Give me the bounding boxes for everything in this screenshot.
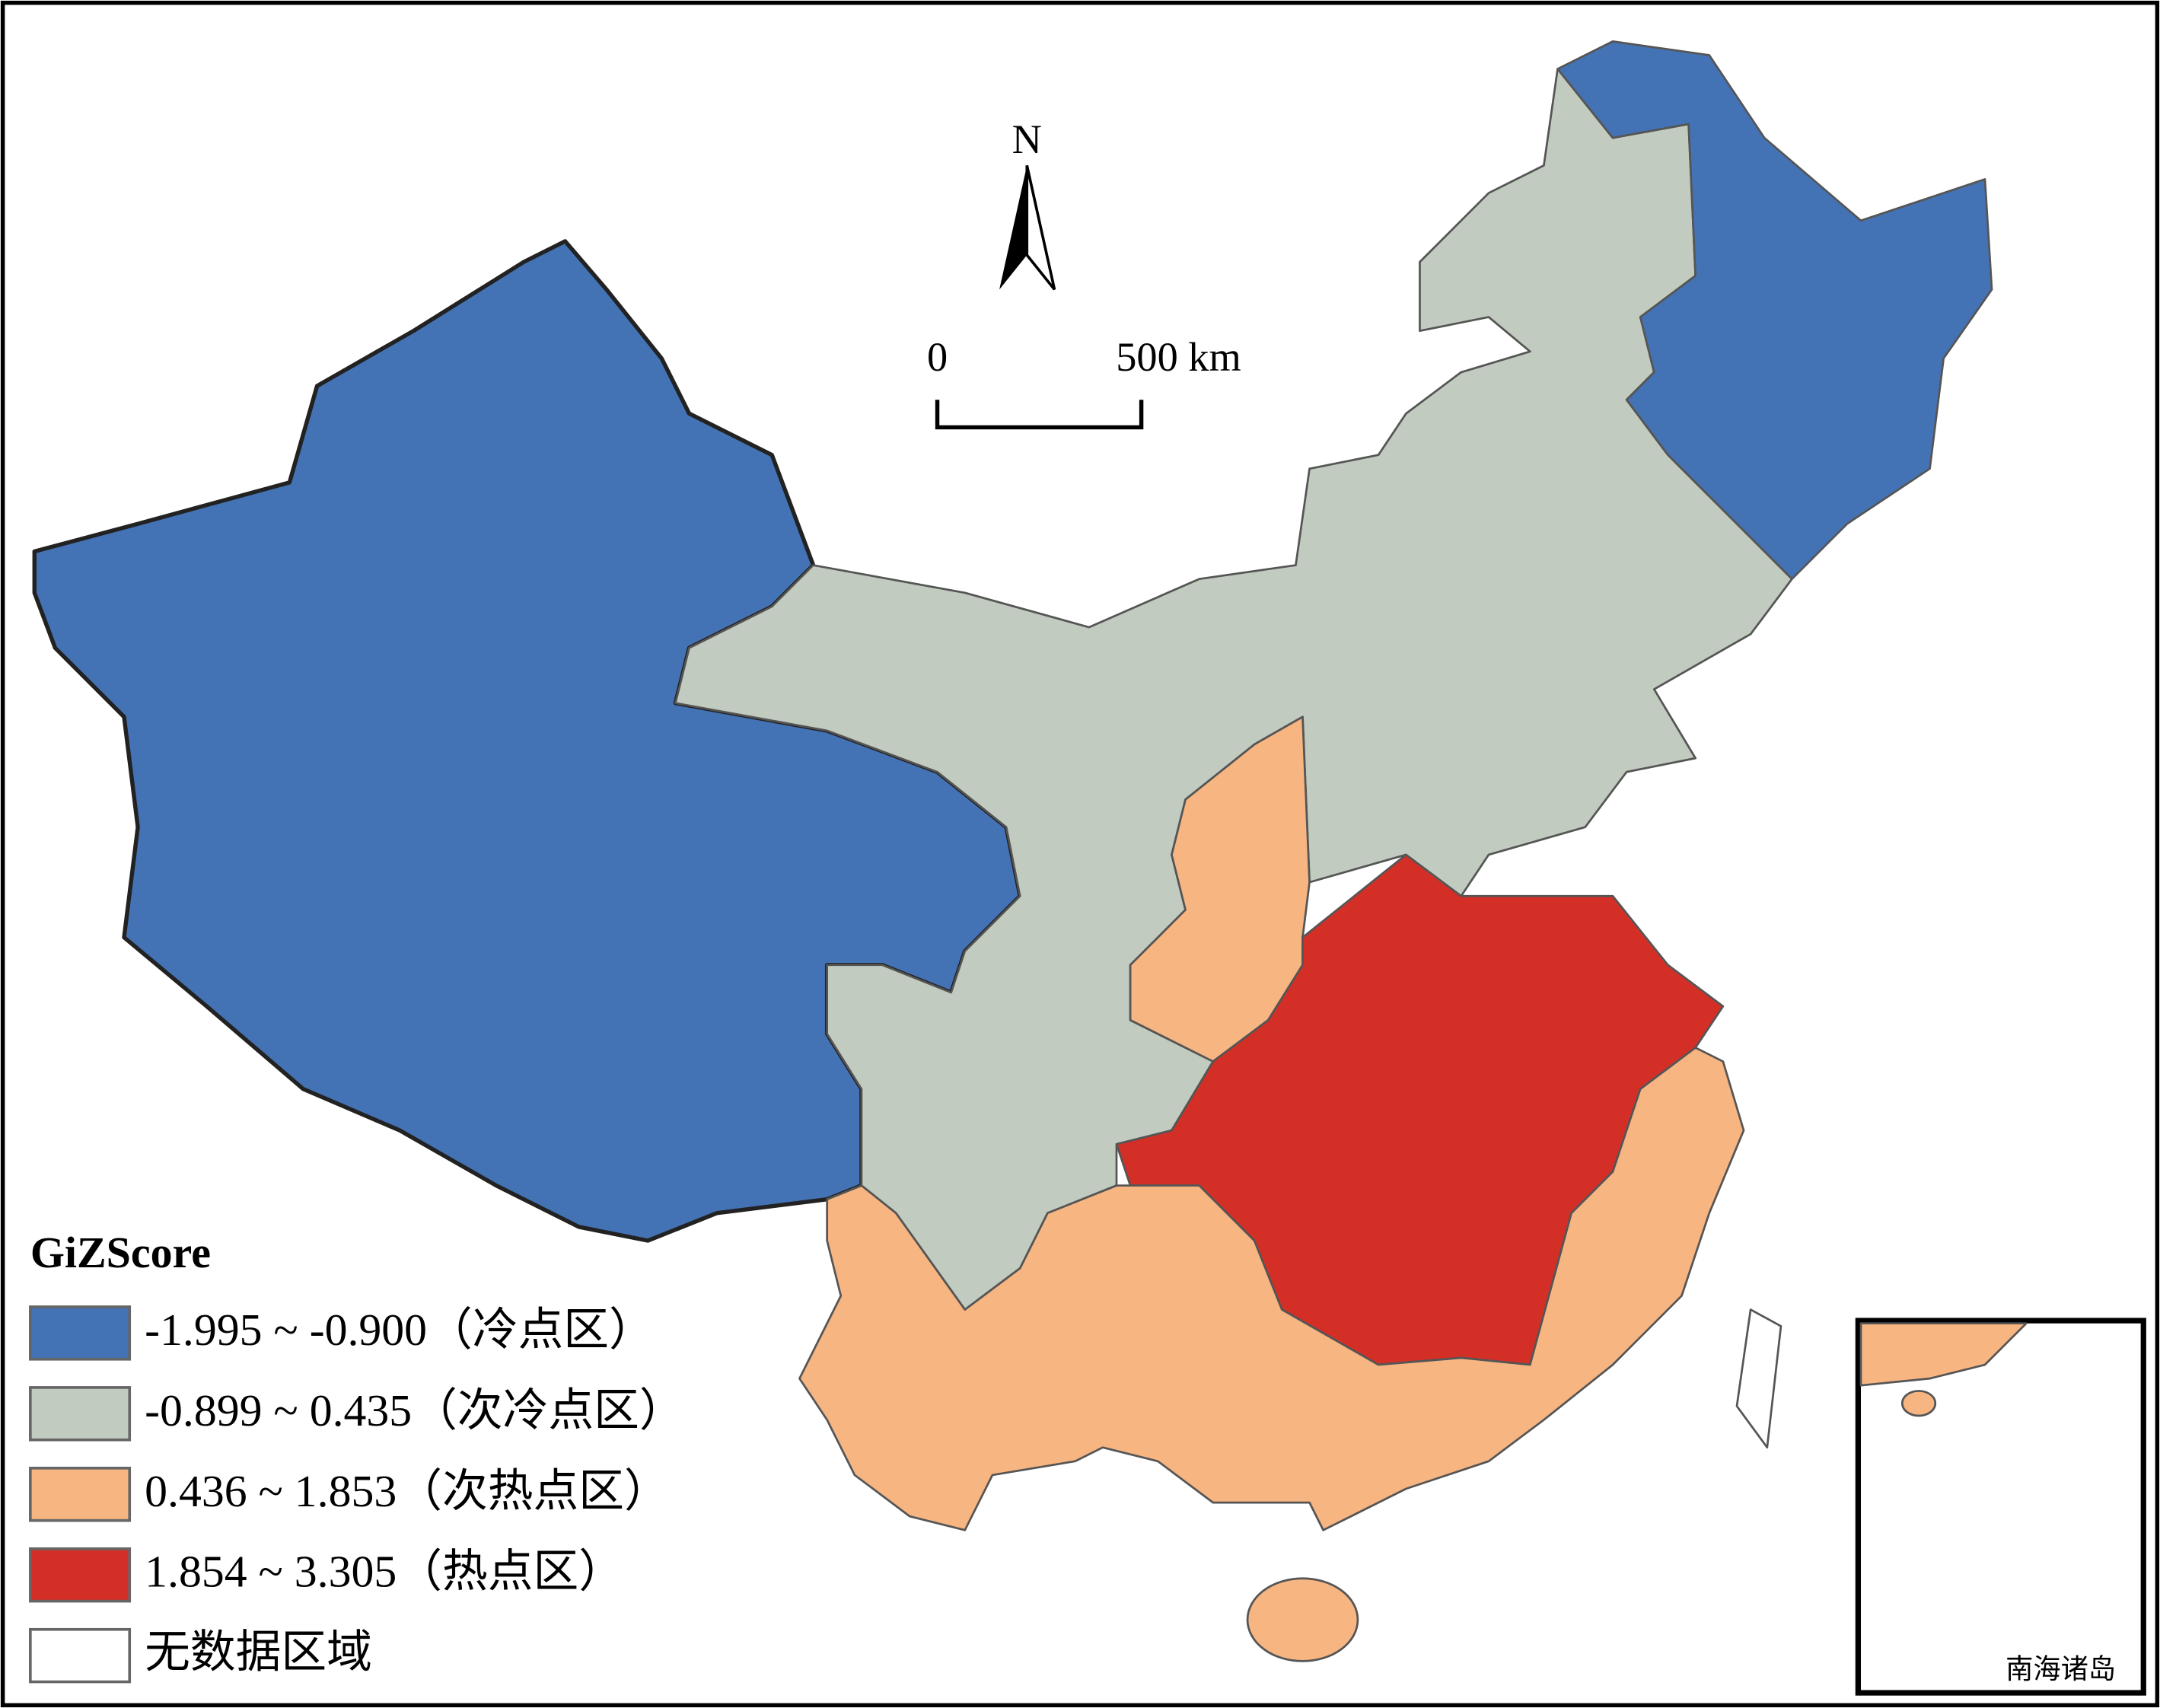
regions bbox=[32, 40, 1993, 1662]
region-taiwan bbox=[1735, 1308, 1782, 1449]
inset: 南海诸岛 bbox=[1855, 1318, 2146, 1696]
north-arrow-right bbox=[1025, 164, 1056, 291]
legend-label: -0.899 ~ 0.435（次冷点区） bbox=[145, 1385, 684, 1436]
legend-title: GiZScore bbox=[30, 1228, 211, 1277]
region-hainan bbox=[1246, 1577, 1359, 1662]
legend-swatch bbox=[29, 1547, 132, 1603]
legend-label: 0.436 ~ 1.853（次热点区） bbox=[145, 1466, 670, 1516]
inset-frame bbox=[1855, 1318, 2146, 1696]
legend-swatch bbox=[29, 1467, 132, 1522]
north-label: N bbox=[1012, 116, 1042, 162]
inset-region bbox=[1859, 1322, 2028, 1387]
scale-bar: 0 500 km bbox=[927, 334, 1241, 430]
legend-swatch bbox=[29, 1305, 132, 1361]
region-south bbox=[798, 1047, 1745, 1531]
legend-label: 无数据区域 bbox=[145, 1627, 372, 1678]
legend-label: -1.995 ~ -0.900（冷点区） bbox=[145, 1305, 655, 1355]
legend-label: 1.854 ~ 3.305（热点区） bbox=[145, 1547, 624, 1597]
region-northeast bbox=[1556, 40, 1993, 581]
scale-start: 0 bbox=[927, 334, 948, 380]
legend-swatch bbox=[29, 1627, 132, 1684]
inset-island bbox=[1900, 1390, 1937, 1417]
inset-label: 南海诸岛 bbox=[2005, 1654, 2116, 1684]
legend: GiZScore -1.995 ~ -0.900（冷点区） -0.899 ~ 0.… bbox=[29, 1228, 685, 1684]
scale-line bbox=[935, 400, 1144, 430]
scale-end: 500 km bbox=[1116, 334, 1241, 380]
legend-swatch bbox=[29, 1386, 132, 1442]
